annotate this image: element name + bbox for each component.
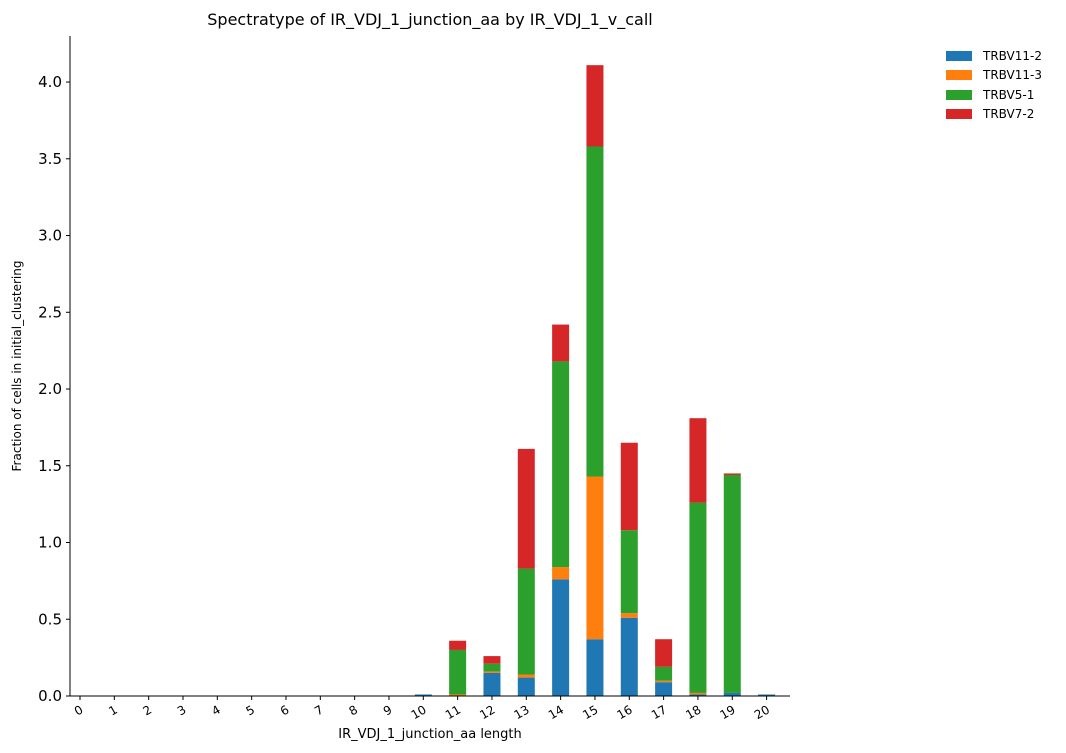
x-tick-label: 0 bbox=[72, 702, 86, 718]
bar-segment-trbv11-2-13 bbox=[517, 677, 535, 696]
x-tick-label: 5 bbox=[244, 702, 258, 718]
bar-segment-trbv7-2-19 bbox=[723, 473, 741, 475]
x-tick-label: 12 bbox=[477, 702, 497, 722]
x-tick-label: 17 bbox=[649, 702, 669, 722]
legend-label: TRBV7-2 bbox=[983, 107, 1035, 122]
legend-item-trbv11-3: TRBV11-3 bbox=[946, 66, 1042, 86]
bar-segment-trbv11-3-18 bbox=[689, 692, 707, 695]
bar-segment-trbv11-3-12 bbox=[483, 671, 501, 673]
legend-label: TRBV5-1 bbox=[983, 87, 1035, 102]
bar-segment-trbv11-3-14 bbox=[552, 567, 570, 580]
x-tick-label: 10 bbox=[409, 702, 429, 722]
bar-segment-trbv5-1-15 bbox=[586, 146, 604, 477]
bar-segment-trbv7-2-11 bbox=[449, 640, 467, 650]
bar-segment-trbv7-2-14 bbox=[552, 324, 570, 362]
bar-segment-trbv11-3-11 bbox=[449, 694, 467, 696]
x-tick-label: 3 bbox=[175, 702, 189, 718]
bar-segment-trbv11-3-17 bbox=[655, 680, 673, 683]
legend-item-trbv5-1: TRBV5-1 bbox=[946, 85, 1042, 105]
bar-segment-trbv5-1-14 bbox=[552, 361, 570, 568]
x-tick-label: 19 bbox=[718, 702, 738, 722]
axes-layer: 0.00.51.01.52.02.53.03.54.00 1 2 3 4 5 6 7 8 9 10 1… bbox=[38, 36, 790, 722]
x-axis-label: IR_VDJ_1_junction_aa length bbox=[338, 727, 522, 742]
legend-label: TRBV11-2 bbox=[983, 48, 1042, 63]
bar-segment-trbv5-1-17 bbox=[655, 666, 673, 681]
bar-segment-trbv11-2-17 bbox=[655, 682, 673, 696]
y-tick-label: 0.5 bbox=[38, 610, 62, 628]
x-tick-label: 9 bbox=[381, 702, 395, 718]
bar-segment-trbv11-2-16 bbox=[620, 617, 638, 696]
y-tick-label: 0.0 bbox=[38, 687, 62, 705]
bar-segment-trbv11-2-20 bbox=[758, 694, 776, 696]
x-tick-label: 11 bbox=[443, 702, 463, 722]
x-tick-label: 8 bbox=[347, 702, 361, 718]
legend-label: TRBV11-3 bbox=[983, 68, 1042, 83]
bar-segment-trbv7-2-13 bbox=[517, 448, 535, 569]
bar-segment-trbv5-1-11 bbox=[449, 649, 467, 695]
bar-segment-trbv5-1-12 bbox=[483, 663, 501, 672]
bar-segment-trbv11-3-13 bbox=[517, 674, 535, 678]
bar-segment-trbv5-1-13 bbox=[517, 568, 535, 675]
bar-segment-trbv5-1-18 bbox=[689, 502, 707, 693]
x-tick-label: 16 bbox=[615, 702, 635, 722]
x-tick-label: 20 bbox=[752, 702, 772, 722]
x-tick-label: 15 bbox=[580, 702, 600, 722]
bar-segment-trbv7-2-17 bbox=[655, 639, 673, 667]
x-tick-label: 13 bbox=[512, 702, 532, 722]
x-tick-label: 18 bbox=[683, 702, 703, 722]
legend-item-trbv11-2: TRBV11-2 bbox=[946, 46, 1042, 66]
y-tick-label: 1.5 bbox=[38, 457, 62, 475]
legend-item-trbv7-2: TRBV7-2 bbox=[946, 105, 1042, 125]
legend: TRBV11-2 TRBV11-3 TRBV5-1 TRBV7-2 bbox=[946, 46, 1042, 124]
bar-segment-trbv5-1-19 bbox=[723, 474, 741, 693]
legend-swatch bbox=[946, 50, 972, 61]
bar-segment-trbv11-2-18 bbox=[689, 694, 707, 696]
y-axis-label: Fraction of cells in initial_clustering bbox=[10, 261, 24, 472]
bar-segment-trbv7-2-16 bbox=[620, 442, 638, 531]
bar-segment-trbv11-2-12 bbox=[483, 672, 501, 696]
bar-segment-trbv7-2-12 bbox=[483, 656, 501, 664]
x-tick-label: 7 bbox=[312, 702, 326, 718]
bar-segment-trbv11-3-16 bbox=[620, 613, 638, 618]
x-tick-label: 1 bbox=[106, 702, 120, 718]
bar-segment-trbv11-3-15 bbox=[586, 476, 604, 640]
y-tick-label: 3.0 bbox=[38, 227, 62, 245]
bar-segment-trbv7-2-18 bbox=[689, 418, 707, 503]
y-tick-label: 2.5 bbox=[38, 303, 62, 321]
legend-swatch bbox=[946, 89, 972, 100]
x-tick-label: 14 bbox=[546, 702, 566, 722]
y-tick-label: 1.0 bbox=[38, 534, 62, 552]
y-tick-label: 4.0 bbox=[38, 73, 62, 91]
legend-swatch bbox=[946, 109, 972, 120]
bar-segment-trbv11-2-15 bbox=[586, 639, 604, 696]
y-tick-label: 3.5 bbox=[38, 150, 62, 168]
bar-segment-trbv5-1-16 bbox=[620, 530, 638, 614]
bar-segment-trbv11-2-14 bbox=[552, 579, 570, 696]
x-tick-label: 6 bbox=[278, 702, 292, 718]
bar-segment-trbv11-2-19 bbox=[723, 692, 741, 696]
x-tick-label: 4 bbox=[209, 702, 223, 718]
y-tick-label: 2.0 bbox=[38, 380, 62, 398]
bar-segment-trbv11-2-10 bbox=[414, 694, 432, 696]
legend-swatch bbox=[946, 70, 972, 81]
bar-segment-trbv7-2-15 bbox=[586, 65, 604, 147]
x-tick-label: 2 bbox=[141, 702, 155, 718]
chart-title: Spectratype of IR_VDJ_1_junction_aa by I… bbox=[207, 10, 653, 29]
bar-layer bbox=[414, 65, 776, 696]
